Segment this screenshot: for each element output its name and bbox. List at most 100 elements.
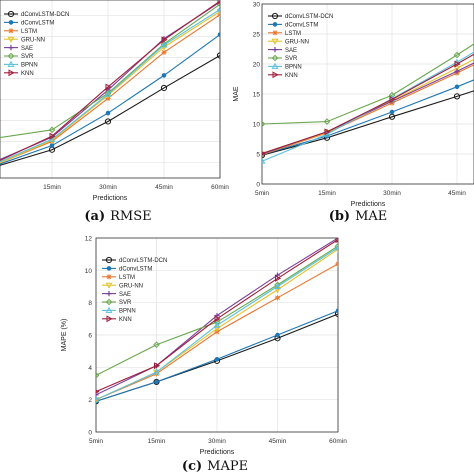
legend-marker xyxy=(105,306,113,313)
data-point xyxy=(154,362,161,370)
legend-marker xyxy=(7,60,15,67)
x-tick-label: 30min xyxy=(99,184,117,191)
y-tick-label: 0 xyxy=(256,182,260,189)
legend-label: SAE xyxy=(285,48,297,54)
legend-marker xyxy=(7,36,15,43)
caption-text: MAE xyxy=(355,209,387,224)
data-point xyxy=(214,356,220,362)
data-point xyxy=(160,84,168,92)
legend: dConvLSTM-DCN dConvLSTM LSTM GRU-NN SAE SVR BP… xyxy=(102,256,167,323)
data-point xyxy=(96,389,100,394)
data-point xyxy=(324,128,331,136)
x-tick-label: 30min xyxy=(208,438,226,445)
data-point xyxy=(323,118,331,125)
legend-marker xyxy=(105,256,113,264)
data-point xyxy=(262,120,266,128)
data-point xyxy=(216,5,220,12)
data-point xyxy=(453,65,461,72)
y-tick-label: 6 xyxy=(88,333,92,340)
data-point xyxy=(214,315,221,323)
data-point xyxy=(161,73,167,78)
chart-panel-rmse: 15min 30min 45min 60min Predictions dConvLSTM… xyxy=(0,0,229,202)
data-point xyxy=(153,368,160,375)
series-line-dconvlstm-dcn xyxy=(0,55,220,166)
series-line-bpnn xyxy=(0,8,220,163)
data-point xyxy=(96,396,100,403)
y-tick-label: 2 xyxy=(88,397,92,404)
legend-label: SVR xyxy=(119,300,132,306)
data-point xyxy=(104,90,112,97)
data-point xyxy=(335,238,338,244)
plot-frame xyxy=(95,237,339,433)
plot-frame xyxy=(261,3,474,185)
y-axis-label: MAPE (%) xyxy=(61,319,68,352)
legend: dConvLSTM-DCN dConvLSTM LSTM GRU-NN SAE SVR BP… xyxy=(4,10,69,77)
legend-marker xyxy=(271,62,279,69)
x-tick-label: 5min xyxy=(255,190,269,197)
caption-letter: (a) xyxy=(84,209,105,224)
y-tick-label: 12 xyxy=(85,236,93,243)
legend-label: dConvLSTM-DCN xyxy=(119,258,167,264)
legend-marker xyxy=(8,20,14,25)
legend-marker xyxy=(8,28,14,34)
panel-caption: (a) RMSE xyxy=(84,209,151,224)
data-point xyxy=(105,83,112,91)
series-line-knn xyxy=(96,239,338,393)
series-line-svr xyxy=(0,3,220,139)
legend-marker xyxy=(106,274,112,280)
y-tick-label: 10 xyxy=(253,122,261,129)
y-tick-label: 25 xyxy=(253,32,261,39)
caption-text: MAPE xyxy=(207,459,248,474)
plot-frame xyxy=(0,0,221,179)
legend-label: KNN xyxy=(285,73,298,79)
x-tick-label: 45min xyxy=(155,184,173,191)
series-line-knn xyxy=(0,0,220,162)
data-point xyxy=(275,332,280,338)
data-point xyxy=(454,60,461,68)
legend: dConvLSTM-DCN dConvLSTM LSTM GRU-NN SAE SVR BP… xyxy=(268,12,333,79)
x-tick-label: 15min xyxy=(318,190,336,197)
data-point xyxy=(161,49,167,55)
data-point xyxy=(389,109,395,115)
legend-label: SVR xyxy=(21,54,34,60)
chart-panel-mape: 0 2 4 6 8 10 12 MAPE (%) 5min 15min 30min 45min 60mi… xyxy=(61,236,347,457)
data-point xyxy=(334,242,338,250)
data-point xyxy=(96,372,100,379)
panel-caption: (c) MAPE xyxy=(182,459,248,474)
y-tick-label: 10 xyxy=(85,268,93,275)
legend-label: LSTM xyxy=(119,275,135,281)
legend-label: LSTM xyxy=(21,29,37,35)
data-point xyxy=(216,52,220,59)
data-point xyxy=(153,378,160,385)
data-point xyxy=(49,143,55,148)
legend-label: dConvLSTM xyxy=(285,23,318,29)
data-point xyxy=(153,341,160,349)
data-point xyxy=(262,152,266,159)
legend-label: BPNN xyxy=(119,309,136,315)
caption-letter: (b) xyxy=(329,209,350,224)
data-point xyxy=(262,151,266,156)
data-point xyxy=(334,244,338,251)
data-point xyxy=(454,68,460,74)
legend-marker xyxy=(106,315,113,323)
x-tick-label: 45min xyxy=(269,438,287,445)
panel-caption: (b) MAE xyxy=(329,209,388,224)
legend-label: BPNN xyxy=(285,65,302,71)
legend-label: SVR xyxy=(285,56,298,62)
legend-label: KNN xyxy=(119,317,132,323)
caption-letter: (c) xyxy=(182,459,202,474)
data-point xyxy=(96,392,99,398)
legend-label: LSTM xyxy=(285,31,301,37)
legend-marker xyxy=(105,282,113,289)
legend-marker xyxy=(272,71,279,79)
legend-marker xyxy=(106,291,112,297)
legend-label: GRU-NN xyxy=(21,37,45,43)
y-tick-label: 30 xyxy=(253,2,261,9)
series-line-bpnn xyxy=(96,247,338,401)
y-axis-label: MAE xyxy=(233,86,240,102)
legend-label: GRU-NN xyxy=(285,39,309,45)
series-line-knn xyxy=(262,53,474,154)
x-tick-label: 15min xyxy=(43,184,61,191)
legend-marker xyxy=(271,54,279,62)
